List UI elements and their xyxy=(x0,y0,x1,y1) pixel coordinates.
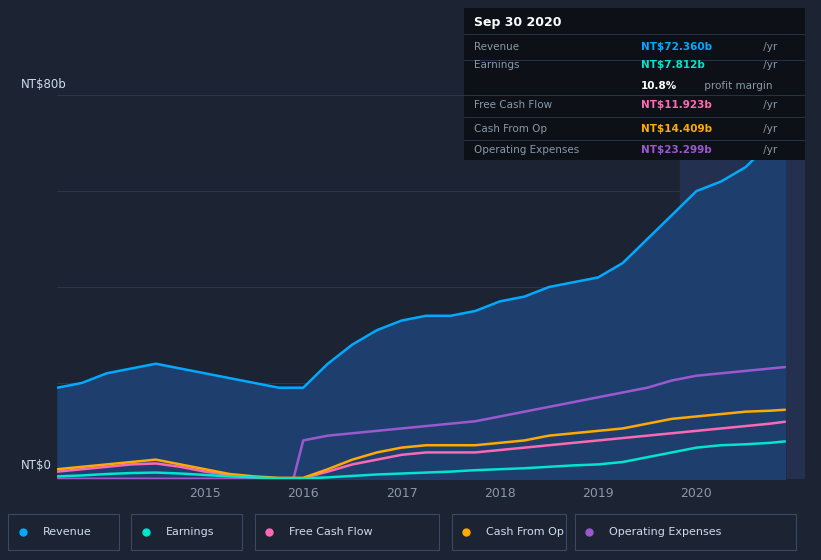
Text: Sep 30 2020: Sep 30 2020 xyxy=(474,16,562,29)
Text: /yr: /yr xyxy=(760,60,777,70)
Text: /yr: /yr xyxy=(760,145,777,155)
Text: profit margin: profit margin xyxy=(700,81,773,91)
Text: Earnings: Earnings xyxy=(166,527,214,537)
Text: Cash From Op: Cash From Op xyxy=(474,124,547,134)
Text: NT$11.923b: NT$11.923b xyxy=(641,100,712,110)
Text: 10.8%: 10.8% xyxy=(641,81,677,91)
Text: NT$7.812b: NT$7.812b xyxy=(641,60,705,70)
Text: Revenue: Revenue xyxy=(474,42,519,52)
Text: Revenue: Revenue xyxy=(43,527,91,537)
Text: /yr: /yr xyxy=(760,100,777,110)
Text: NT$80b: NT$80b xyxy=(21,78,67,91)
Text: /yr: /yr xyxy=(760,42,777,52)
Text: Cash From Op: Cash From Op xyxy=(486,527,564,537)
Bar xyxy=(680,95,805,479)
Text: Operating Expenses: Operating Expenses xyxy=(474,145,580,155)
Text: Earnings: Earnings xyxy=(474,60,520,70)
Text: Operating Expenses: Operating Expenses xyxy=(609,527,722,537)
Text: Free Cash Flow: Free Cash Flow xyxy=(474,100,553,110)
Text: NT$0: NT$0 xyxy=(21,459,52,472)
Text: NT$23.299b: NT$23.299b xyxy=(641,145,712,155)
Text: NT$14.409b: NT$14.409b xyxy=(641,124,712,134)
Text: NT$72.360b: NT$72.360b xyxy=(641,42,712,52)
Text: /yr: /yr xyxy=(760,124,777,134)
Text: Free Cash Flow: Free Cash Flow xyxy=(289,527,373,537)
